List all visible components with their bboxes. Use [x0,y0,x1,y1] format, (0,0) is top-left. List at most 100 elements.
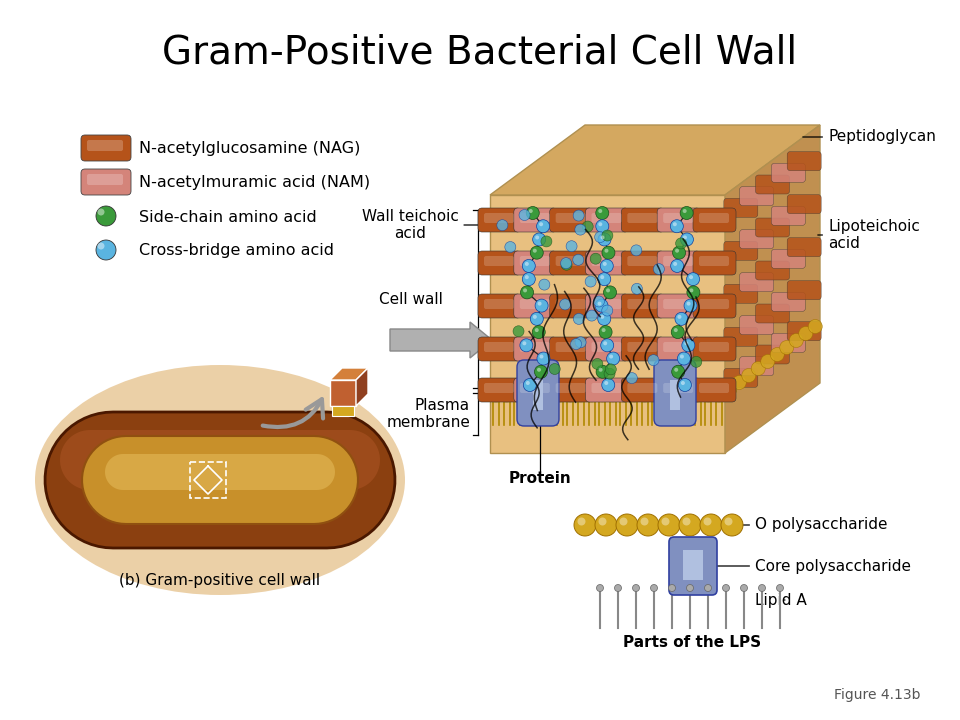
FancyBboxPatch shape [699,256,729,266]
Circle shape [671,325,684,338]
Circle shape [523,379,537,392]
FancyBboxPatch shape [484,383,514,393]
Circle shape [658,514,680,536]
FancyBboxPatch shape [81,135,131,161]
Circle shape [675,312,688,325]
Circle shape [673,246,685,259]
Text: O polysaccharide: O polysaccharide [740,518,887,533]
Text: Peptidoglycan: Peptidoglycan [803,130,936,145]
Circle shape [600,259,613,272]
Circle shape [508,384,526,402]
Circle shape [594,232,606,243]
Circle shape [535,365,547,378]
Circle shape [487,384,505,402]
Circle shape [681,207,693,220]
Circle shape [526,207,540,220]
FancyBboxPatch shape [591,383,621,393]
Circle shape [595,299,608,312]
Circle shape [607,352,619,365]
Circle shape [602,379,614,392]
Circle shape [684,299,697,312]
Circle shape [678,352,690,365]
Bar [683,550,703,580]
Circle shape [525,275,529,279]
Circle shape [689,275,693,279]
Circle shape [533,248,537,253]
Circle shape [562,384,579,402]
Circle shape [590,253,601,264]
FancyBboxPatch shape [514,294,557,318]
Circle shape [646,384,664,402]
Circle shape [529,209,533,213]
Circle shape [540,354,543,359]
Circle shape [598,209,602,213]
FancyBboxPatch shape [739,186,774,206]
Circle shape [598,518,607,526]
Circle shape [535,235,540,240]
FancyBboxPatch shape [81,169,131,195]
Circle shape [585,276,596,287]
FancyBboxPatch shape [787,194,821,214]
Circle shape [770,348,784,361]
Circle shape [600,315,604,319]
FancyBboxPatch shape [658,378,700,402]
Circle shape [740,585,748,592]
Circle shape [596,220,609,233]
Circle shape [614,384,633,402]
Circle shape [537,352,550,365]
FancyBboxPatch shape [556,299,586,309]
Circle shape [688,384,707,402]
FancyBboxPatch shape [484,256,514,266]
FancyArrow shape [390,322,492,358]
Circle shape [691,356,702,367]
FancyBboxPatch shape [478,337,521,361]
Circle shape [700,384,717,402]
Circle shape [596,207,609,220]
Circle shape [592,359,603,369]
FancyBboxPatch shape [771,207,805,225]
Circle shape [525,262,529,266]
Circle shape [603,262,607,266]
PathPatch shape [82,436,358,524]
Circle shape [689,289,693,292]
FancyBboxPatch shape [550,337,592,361]
Circle shape [631,245,642,256]
FancyBboxPatch shape [621,294,664,318]
Bar [332,406,354,416]
Circle shape [602,246,615,259]
Circle shape [808,320,823,333]
FancyBboxPatch shape [519,342,550,352]
Circle shape [575,337,587,348]
Circle shape [537,220,550,233]
Circle shape [600,275,604,279]
Text: N-acetylmuramic acid (NAM): N-acetylmuramic acid (NAM) [139,176,371,191]
FancyBboxPatch shape [724,328,757,346]
FancyBboxPatch shape [724,369,757,387]
Circle shape [523,289,527,292]
Circle shape [600,235,605,240]
FancyBboxPatch shape [586,208,629,232]
Circle shape [587,310,597,321]
Circle shape [679,379,691,392]
Circle shape [668,585,676,592]
Circle shape [672,365,684,378]
Circle shape [604,381,609,385]
Circle shape [599,325,612,338]
Circle shape [780,341,794,354]
FancyBboxPatch shape [756,175,789,194]
Circle shape [637,514,659,536]
FancyBboxPatch shape [771,163,805,182]
Polygon shape [490,125,820,195]
Circle shape [710,384,728,402]
Circle shape [661,518,669,526]
FancyBboxPatch shape [787,281,821,300]
Polygon shape [356,368,368,406]
Circle shape [599,368,603,372]
Text: Parts of the LPS: Parts of the LPS [623,635,761,650]
Circle shape [540,222,543,226]
Circle shape [682,339,695,352]
Circle shape [602,305,612,316]
Circle shape [605,248,609,253]
Circle shape [604,286,616,299]
FancyArrowPatch shape [263,399,324,427]
